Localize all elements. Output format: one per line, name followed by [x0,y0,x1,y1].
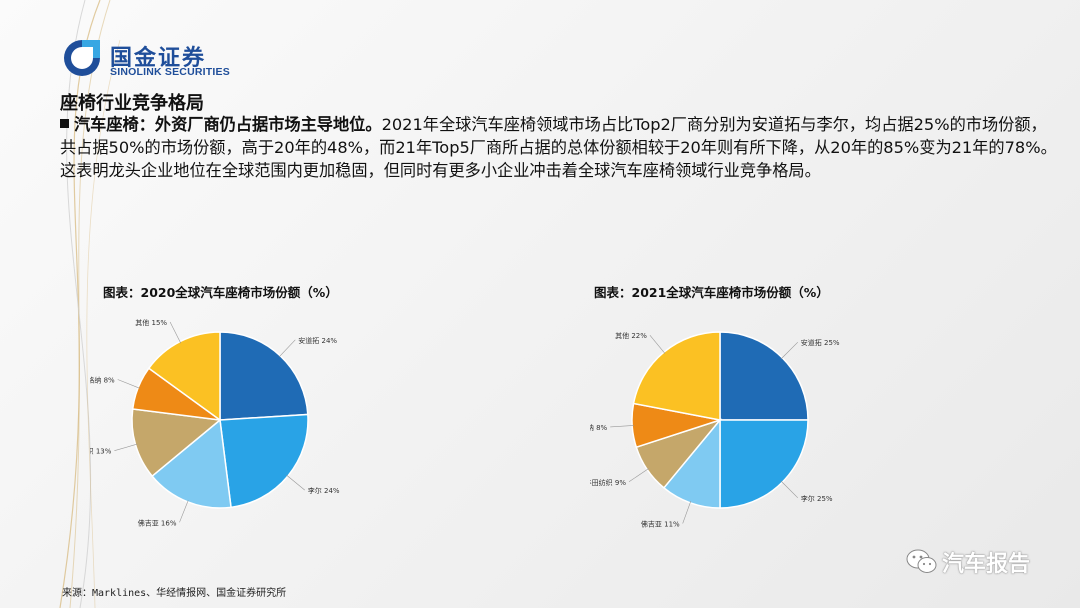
leader-line-0-4 [117,379,140,389]
pie-chart-2020: 安道拓 24% 李尔 24% 佛吉亚 16% 丰田纺织 13% 麦格纳 8% 其他 15% [90,318,340,527]
leader-line-1-2 [682,500,692,524]
leader-line-1-5 [649,335,666,354]
watermark-text: 汽车报告 [942,552,1031,577]
leader-line-1-0 [780,341,799,360]
chart-2021-title: 图表：2021全球汽车座椅市场份额（%） [594,285,829,300]
leader-line-1-3 [628,468,649,483]
leader-line-1-1 [780,480,799,499]
pie-chart-2021: 安道拓 25% 李尔 25% 佛吉亚 11% 丰田纺织 9% 麦格纳 8% 其他 22% [590,331,840,529]
logo-name-cn: 国金证券 [110,46,207,71]
slice-label-1-3: 丰田纺织 9% [590,478,626,487]
paragraph-lead: 汽车座椅：外资厂商仍占据市场主导地位。 [74,115,382,134]
paragraph-body: 2021年全球汽车座椅领域市场占比Top2厂商分别为安道拓与李尔，均占据25%的… [60,115,1057,180]
logo-name-en: SINOLINK SECURITIES [110,66,230,78]
slice-label-1-0: 安道拓 25% [801,338,840,347]
source-note: 来源：Marklines、华经情报网、国金证券研究所 [62,588,287,599]
summary-paragraph: 汽车座椅：外资厂商仍占据市场主导地位。2021年全球汽车座椅领域市场占比Top2… [60,113,1060,182]
pie-slice-0-1 [219,413,309,509]
leader-line-0-1 [286,474,305,491]
pie-slice-0-0 [219,331,309,421]
slice-label-0-0: 安道拓 24% [298,336,337,345]
slice-label-1-2: 佛吉亚 11% [641,520,680,529]
section-title: 座椅行业竞争格局 [60,93,204,114]
chart-2020-title: 图表：2020全球汽车座椅市场份额（%） [103,285,338,300]
slice-label-0-2: 佛吉亚 16% [138,518,177,527]
leader-line-0-0 [278,339,296,358]
slice-label-0-1: 李尔 24% [308,486,340,495]
slice-label-1-1: 李尔 25% [801,494,833,503]
square-bullet-icon [60,119,69,128]
company-logo: 国金证券 SINOLINK SECURITIES [62,38,262,84]
slice-label-0-4: 麦格纳 8% [90,376,115,385]
leader-line-0-3 [114,443,138,451]
leader-line-0-2 [179,500,189,523]
slice-label-1-5: 其他 22% [615,331,647,340]
slice-label-0-5: 其他 15% [135,318,167,327]
slice-label-0-3: 丰田纺织 13% [90,447,112,456]
slice-label-1-4: 麦格纳 8% [590,423,608,432]
wechat-icon [906,549,937,573]
logo-mark-icon [64,40,100,76]
leader-line-1-4 [610,425,634,428]
leader-line-0-5 [169,321,182,344]
